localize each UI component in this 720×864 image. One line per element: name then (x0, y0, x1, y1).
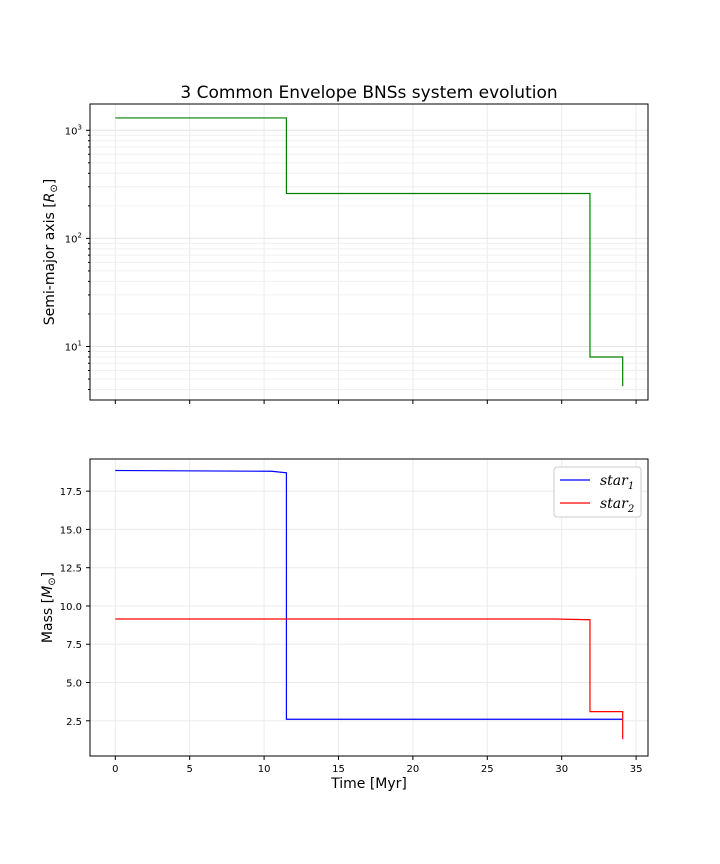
top-ylabel-base: Semi-major axis [ (42, 202, 58, 325)
semi-major-axis-line (115, 117, 624, 387)
top-y-tick-base: 10 (65, 234, 78, 245)
legend-label-base: star (600, 473, 629, 489)
x-tick-label: 30 (555, 764, 568, 775)
top-ylabel-sub: ⊙ (49, 184, 60, 192)
bottom-y-tick-label: 7.5 (66, 640, 82, 651)
legend-label-sub: 1 (628, 481, 634, 492)
bottom-ylabel-symbol: M (40, 586, 56, 598)
top-y-tick-label: 103 (65, 123, 82, 137)
top-grid (90, 104, 648, 400)
top-axes-frame (89, 103, 649, 401)
legend-label-sub: 2 (627, 504, 634, 515)
bottom-y-tick-label: 17.5 (60, 487, 82, 498)
bottom-y-tick-label: 15.0 (60, 525, 82, 536)
x-axis-label: Time [Myr] (330, 776, 407, 792)
x-tick-label: 25 (481, 764, 494, 775)
bottom-grid (90, 459, 648, 756)
top-y-tick-exp: 1 (78, 340, 82, 348)
x-tick-label: 10 (258, 764, 271, 775)
bottom-y-tick-label: 2.5 (66, 717, 82, 728)
star1-mass-line (115, 469, 623, 720)
top-y-tick-base: 10 (65, 343, 78, 354)
bottom-y-tick-label: 12.5 (60, 564, 82, 575)
x-tick-label: 35 (630, 764, 643, 775)
x-tick-label: 15 (332, 764, 345, 775)
bottom-y-tick-label: 10.0 (60, 602, 82, 613)
bottom-ticks: 0 5 10 15 20 25 30 35 2.5 5.0 7.5 10.0 12.5 15.0 17.5 (60, 487, 643, 775)
top-y-tick-exp: 2 (78, 231, 82, 239)
top-y-axis-label: Semi-major axis [R⊙] (42, 179, 60, 326)
bottom-series (115, 469, 624, 740)
top-y-tick-exp: 3 (78, 123, 82, 131)
top-ylabel-symbol: R (42, 193, 58, 203)
chart-title: 3 Common Envelope BNSs system evolution (180, 83, 557, 103)
bottom-ylabel-base: Mass [ (40, 598, 56, 643)
bottom-ylabel-end: ] (40, 572, 56, 577)
top-y-tick-label: 102 (65, 231, 82, 245)
bottom-y-tick-label: 5.0 (66, 679, 82, 690)
top-y-tick-label: 101 (65, 340, 82, 354)
legend-label-base: star (600, 496, 629, 512)
star2-legend-label: star2 (600, 496, 634, 515)
x-tick-label: 5 (187, 764, 193, 775)
top-y-tick-base: 10 (65, 126, 78, 137)
top-ylabel-end: ] (42, 179, 58, 184)
x-tick-label: 0 (112, 764, 118, 775)
star1-legend-label: star1 (600, 473, 634, 492)
bottom-ylabel-sub: ⊙ (47, 577, 58, 585)
star2-mass-line (115, 618, 624, 740)
bottom-axes-frame (89, 458, 649, 757)
bottom-y-axis-label: Mass [M⊙] (40, 572, 58, 643)
x-tick-label: 20 (407, 764, 420, 775)
top-series (115, 117, 624, 387)
mass-panel: 0 5 10 15 20 25 30 352.55.07.510.012.515.017.5 … (40, 458, 649, 792)
